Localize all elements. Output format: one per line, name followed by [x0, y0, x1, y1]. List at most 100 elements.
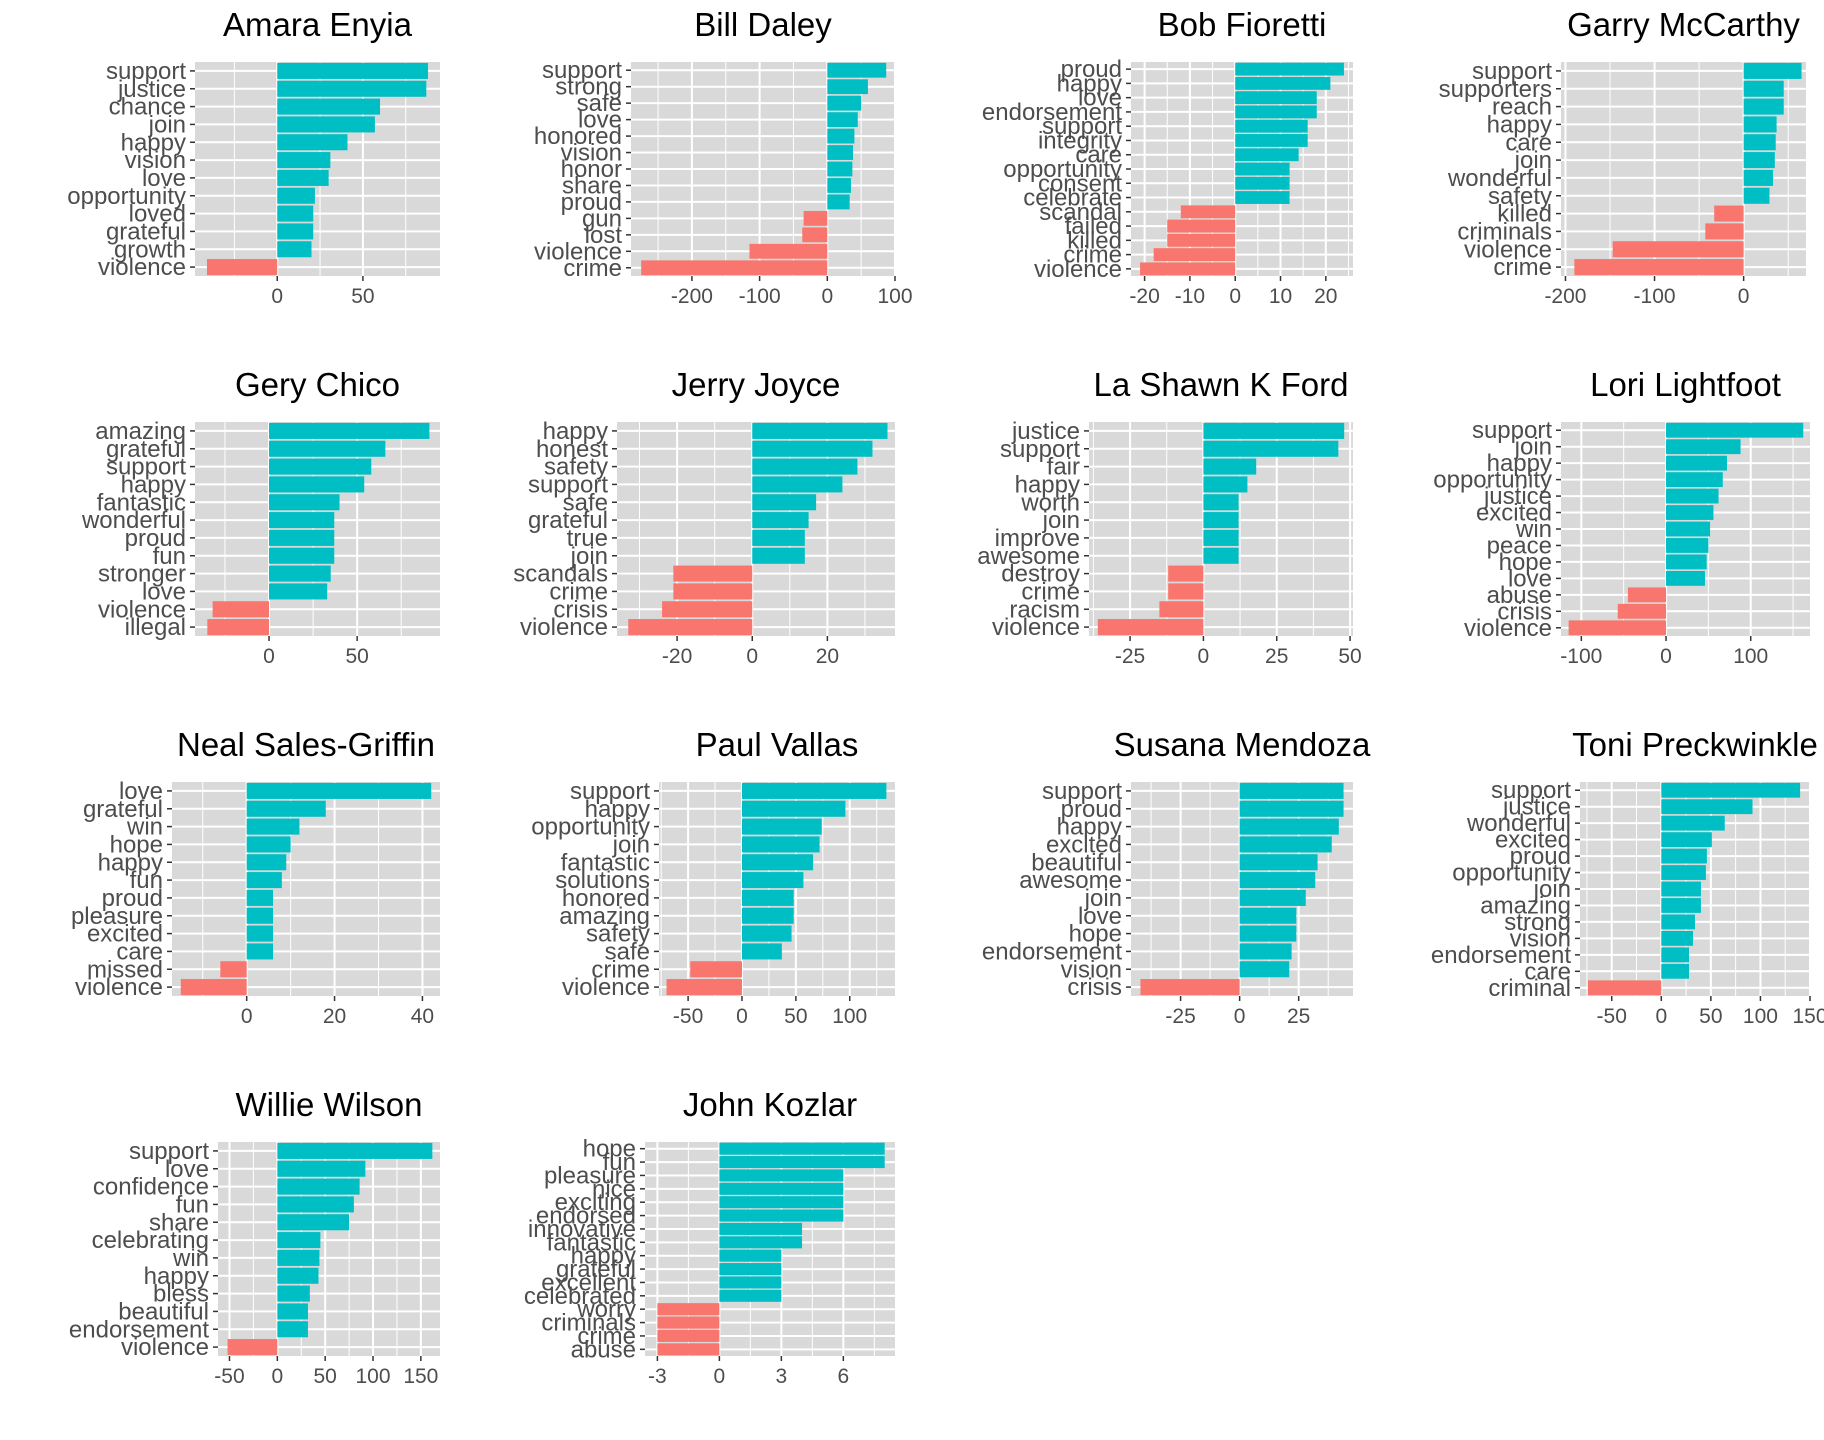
category-label: safe [563, 489, 608, 516]
bar-support [1203, 440, 1339, 457]
panel-background [172, 782, 440, 996]
category-label: peace [1487, 532, 1552, 559]
category-label: love [1508, 565, 1552, 592]
category-label: racism [1009, 596, 1080, 623]
bar-destroy [1168, 565, 1204, 582]
bar-happy [1743, 116, 1777, 133]
x-tick-label: -25 [1165, 1005, 1195, 1028]
category-label: opportunity [531, 814, 650, 841]
category-label: care [1524, 958, 1571, 985]
category-label: lost [585, 222, 623, 249]
panel-title: Garry McCarthy [1567, 6, 1800, 43]
category-label: excited [1476, 500, 1552, 527]
bar-happy [269, 476, 365, 493]
category-label: crisis [1497, 598, 1552, 625]
bar-crime [1153, 248, 1236, 262]
bar-endorsed [719, 1209, 844, 1222]
bar-fair [1203, 458, 1257, 475]
category-label: care [1075, 142, 1122, 169]
bar-win [277, 1249, 320, 1266]
bar-love [1235, 91, 1317, 105]
category-label: strong [555, 74, 622, 101]
bar-fun [269, 547, 335, 564]
panel-background [1561, 62, 1806, 276]
category-label: criminal [1488, 975, 1571, 1002]
bar-opportunity [1661, 865, 1706, 880]
bar-awesome [1239, 872, 1316, 889]
category-label: endorsement [982, 938, 1122, 965]
bar-proud [246, 889, 274, 906]
category-label: integrity [1038, 127, 1122, 154]
category-label: violence [1464, 236, 1552, 263]
category-label: amazing [559, 903, 650, 930]
panel-title: Lori Lightfoot [1590, 366, 1781, 403]
category-label: improve [995, 525, 1080, 552]
category-label: care [1505, 129, 1552, 156]
category-label: gun [582, 205, 622, 232]
category-label: worth [1020, 489, 1080, 516]
category-label: excellent [541, 1269, 636, 1296]
x-tick-label: -50 [1597, 1005, 1627, 1028]
category-label: join [1042, 507, 1080, 534]
x-tick-label: 150 [403, 1365, 438, 1388]
x-tick-label: 50 [1699, 1005, 1722, 1028]
bar-happy [277, 134, 348, 151]
bar-love [1239, 907, 1297, 924]
category-label: support [1000, 436, 1080, 463]
bar-reach [1743, 98, 1784, 115]
category-label: killed [1067, 227, 1122, 254]
category-label: reach [1492, 94, 1552, 121]
bar-justice [277, 80, 427, 97]
bar-wonderful [1661, 815, 1725, 831]
x-tick-label: -100 [739, 285, 781, 308]
x-tick-label: 0 [1660, 645, 1672, 668]
panel-title: Paul Vallas [696, 726, 859, 763]
bar-supporters [1743, 80, 1784, 97]
bar-nice [719, 1182, 844, 1195]
bar-hope [246, 836, 291, 853]
category-label: support [1491, 777, 1571, 804]
category-label: endorsement [1431, 942, 1571, 969]
panel-willie-wilson: supportloveconfidencefunsharecelebrating… [69, 1086, 440, 1388]
category-label: violence [1034, 256, 1122, 283]
bar-abuse [657, 1343, 720, 1356]
bar-join [1666, 439, 1741, 455]
category-label: opportunity [1003, 156, 1122, 183]
category-label: support [1472, 58, 1552, 85]
bar-vision [1239, 961, 1290, 978]
category-label: support [1472, 417, 1552, 444]
bar-growth [277, 241, 312, 258]
category-label: justice [117, 76, 186, 103]
category-label: join [148, 111, 186, 138]
bar-support [1239, 782, 1344, 799]
x-tick-label: -20 [662, 645, 692, 668]
category-label: loved [129, 201, 186, 228]
bar-criminals [1705, 223, 1744, 240]
panel-lori-lightfoot: supportjoinhappyopportunityjusticeexcite… [1433, 366, 1810, 668]
bar-share [277, 1214, 350, 1231]
x-tick-label: 40 [411, 1005, 434, 1028]
bar-love [827, 112, 858, 128]
category-label: beautiful [118, 1298, 209, 1325]
x-tick-label: 6 [838, 1365, 850, 1388]
bar-endorsement [1239, 943, 1292, 960]
category-label: support [1042, 113, 1122, 140]
bar-crime [1168, 583, 1204, 600]
bar-care [1235, 148, 1299, 162]
bar-fun [246, 872, 282, 889]
category-label: join [1514, 147, 1552, 174]
bar-stronger [269, 565, 331, 582]
category-label: grateful [556, 1256, 636, 1283]
x-tick-label: 50 [784, 1005, 807, 1028]
bar-share [827, 178, 851, 193]
panel-neal-sales-griffin: lovegratefulwinhopehappyfunproudpleasure… [71, 726, 440, 1028]
category-label: care [116, 938, 163, 965]
bar-safety [741, 925, 792, 942]
category-label: wonderful [81, 507, 186, 534]
category-label: join [1514, 434, 1552, 461]
x-tick-label: 0 [1229, 285, 1241, 308]
bar-amazing [1661, 898, 1701, 913]
category-label: love [165, 1156, 209, 1183]
bar-grateful [277, 223, 314, 240]
category-label: nice [592, 1176, 636, 1203]
